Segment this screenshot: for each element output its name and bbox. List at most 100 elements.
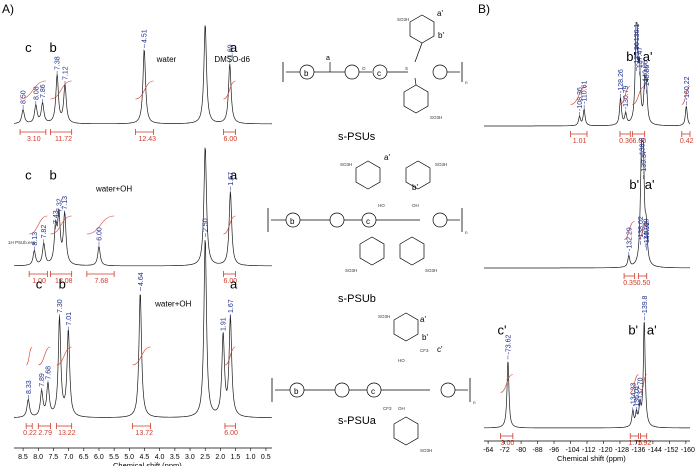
peak-label: -136.1 bbox=[634, 24, 641, 44]
annotation: water bbox=[156, 55, 177, 64]
integral-value: 6.00 bbox=[633, 138, 647, 145]
ring-middle-2 bbox=[329, 212, 345, 228]
x-tick-label: 8.5 bbox=[18, 454, 28, 461]
integral-value: 7.68 bbox=[95, 278, 109, 285]
annotation: water+OH bbox=[154, 299, 191, 308]
integral-value: 2.79 bbox=[38, 430, 52, 437]
peak-label: 8.33 bbox=[26, 380, 33, 394]
integral-value: 12.43 bbox=[139, 136, 157, 143]
integral-value: 12.08 bbox=[55, 278, 73, 285]
integral-curve bbox=[632, 86, 645, 105]
integral-curve bbox=[681, 86, 691, 105]
peak-label: 4.64 bbox=[138, 272, 145, 286]
x-tick-label: 7.0 bbox=[64, 454, 74, 461]
integral-value: 6.00 bbox=[224, 278, 238, 285]
peak-label: 7.86 bbox=[40, 84, 47, 98]
peak-label: 7.30 bbox=[57, 299, 64, 313]
peak-label: 7.82 bbox=[41, 225, 48, 239]
peak-label: -138.6 bbox=[639, 138, 646, 158]
x-tick-label: 8.0 bbox=[33, 454, 43, 461]
x-tick-label: 1.5 bbox=[231, 454, 241, 461]
peak-label: 1.67 bbox=[228, 172, 235, 186]
peak-label: -137.70 bbox=[637, 377, 644, 401]
x-axis: -64 -72 -80 -88 -96 -104 -112 -120 -128 -136 -144-… bbox=[483, 440, 695, 463]
ring-right-3 bbox=[440, 382, 456, 398]
integral-value: 0.36 bbox=[619, 138, 633, 145]
atom-so3h-b3: SO3H bbox=[345, 268, 357, 273]
pf-ring-top-3 bbox=[393, 312, 419, 342]
x-tick-label: -112 bbox=[582, 447, 596, 454]
integral-value: 11.72 bbox=[55, 136, 72, 143]
ring-label-b-prime-3: b' bbox=[422, 333, 428, 342]
peak-label: 2.50 bbox=[203, 218, 210, 232]
peak-label: -136.01 bbox=[634, 385, 641, 409]
assignment-b: b bbox=[49, 168, 56, 183]
ring-label-b-2: b bbox=[290, 217, 295, 226]
assignment-a: a bbox=[230, 168, 238, 183]
ring-label-a-prime-3: a' bbox=[420, 315, 426, 324]
integral-curve bbox=[50, 80, 72, 100]
structure-s-psua: n b c SO3H a' b' CF3 c' HO OH CF3 SO3H bbox=[271, 312, 476, 453]
ring-label-b-prime-2: b' bbox=[412, 183, 418, 192]
assignment-c: c bbox=[25, 168, 32, 183]
ring-label-c-3: c bbox=[371, 387, 375, 396]
polymer-name-s-psua: s-PSUa bbox=[338, 415, 377, 427]
x-tick-label: -128 bbox=[615, 447, 629, 454]
assignment-b: b bbox=[49, 40, 56, 55]
peak-label: -128.26 bbox=[618, 69, 625, 93]
sulfone-s: S bbox=[405, 66, 408, 71]
x-tick-label: 2.5 bbox=[200, 454, 210, 461]
x-tick-label: -120 bbox=[598, 447, 612, 454]
ring-label-a: a bbox=[326, 55, 330, 62]
assignment-a-prime: a' bbox=[647, 322, 657, 337]
x-axis-title: Chemical shift (ppm) bbox=[557, 454, 626, 463]
polymer-name-s-psus: s-PSUs bbox=[338, 131, 376, 143]
ring-label-a-prime: a' bbox=[437, 9, 443, 18]
x-tick-label: 6.0 bbox=[94, 454, 104, 461]
pf-ring-bottom-3 bbox=[393, 416, 419, 446]
x-tick-label: -96 bbox=[549, 447, 559, 454]
atom-cf3-2: CF3 bbox=[383, 406, 392, 411]
annotation: water+OH bbox=[95, 185, 132, 194]
integral-value: 3.00 bbox=[501, 440, 515, 447]
x-tick-label: -144 bbox=[648, 447, 662, 454]
x-tick-label: -136 bbox=[631, 447, 645, 454]
assignment-a-prime: a' bbox=[645, 177, 655, 192]
peak-label: 1.67 bbox=[228, 299, 235, 313]
integral-curve bbox=[224, 346, 236, 366]
integral-curve bbox=[570, 86, 588, 105]
spectrum-line bbox=[484, 22, 691, 127]
atom-so3h-a1: SO3H bbox=[378, 314, 390, 319]
ring-label-c: c bbox=[377, 69, 381, 78]
peak-label: -110.61 bbox=[582, 80, 589, 103]
atom-so3h-b1: SO3H bbox=[340, 162, 352, 167]
x-tick-label: -88 bbox=[533, 447, 543, 454]
integral-curve bbox=[25, 346, 33, 366]
spectrum-line bbox=[14, 240, 272, 419]
x-tick-label: -80 bbox=[516, 447, 526, 454]
peak-label: 7.13 bbox=[62, 196, 69, 210]
peak-label: 8.13 bbox=[32, 232, 39, 246]
atom-so3h-b4: SO3H bbox=[425, 268, 437, 273]
integral-curve bbox=[223, 80, 236, 100]
integral-value: 1.00 bbox=[32, 278, 46, 285]
x-tick-label: -160 bbox=[681, 447, 695, 454]
spectrum-s-psua: -73.62 -134.23-136.01-137.70 -139.8 3.00 1.7… bbox=[484, 295, 690, 447]
x-tick-label: -72 bbox=[500, 447, 510, 454]
atom-so3h-b2: SO3H bbox=[435, 162, 447, 167]
peak-label: -130.79 bbox=[623, 85, 630, 109]
spectrum-s-psua: 8.337.897.687.307.014.642.501.911.670.22… bbox=[14, 218, 272, 437]
integral-curve bbox=[623, 221, 635, 240]
panel-a-label: A) bbox=[2, 2, 14, 16]
peak-label: 8.50 bbox=[21, 90, 28, 104]
ring-label-b-3: b bbox=[294, 387, 299, 396]
assignment-b-prime: b' bbox=[626, 49, 636, 64]
assignment-c-prime: c' bbox=[498, 322, 507, 337]
structure-s-psub: n b c SO3H SO3H HO OH a' b' SO3H SO3H bbox=[267, 153, 468, 273]
x-tick-label: 3.0 bbox=[185, 454, 195, 461]
integral-curve bbox=[20, 80, 46, 100]
peak-label: 7.43 bbox=[53, 210, 60, 224]
integral-curve bbox=[132, 346, 151, 366]
ring-label-c-2: c bbox=[366, 217, 370, 226]
x-tick-label: -152 bbox=[664, 447, 678, 454]
